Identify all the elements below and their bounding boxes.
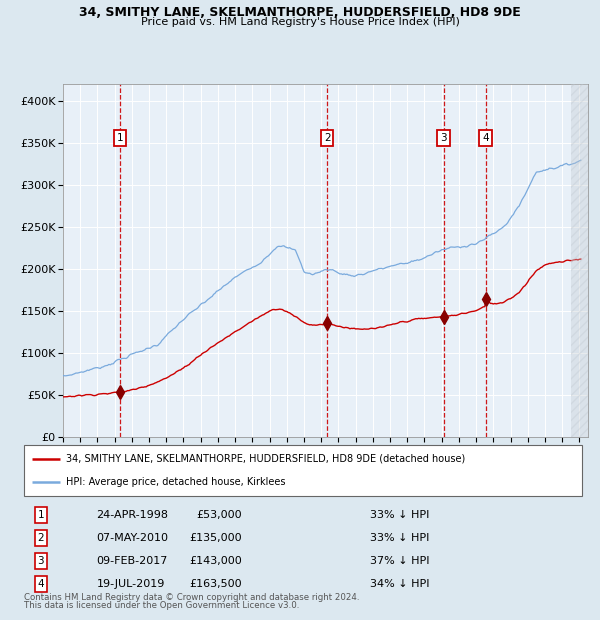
FancyBboxPatch shape <box>24 445 582 496</box>
Text: 34, SMITHY LANE, SKELMANTHORPE, HUDDERSFIELD, HD8 9DE: 34, SMITHY LANE, SKELMANTHORPE, HUDDERSF… <box>79 6 521 19</box>
Text: 34% ↓ HPI: 34% ↓ HPI <box>370 579 430 589</box>
Text: 2: 2 <box>37 533 44 543</box>
Text: 19-JUL-2019: 19-JUL-2019 <box>97 579 165 589</box>
Text: £135,000: £135,000 <box>189 533 242 543</box>
Text: 1: 1 <box>37 510 44 520</box>
Text: HPI: Average price, detached house, Kirklees: HPI: Average price, detached house, Kirk… <box>66 477 286 487</box>
Text: This data is licensed under the Open Government Licence v3.0.: This data is licensed under the Open Gov… <box>24 601 299 611</box>
Text: 1: 1 <box>116 133 123 143</box>
Text: 4: 4 <box>37 579 44 589</box>
Text: £163,500: £163,500 <box>189 579 242 589</box>
Text: 3: 3 <box>37 556 44 566</box>
Text: 34, SMITHY LANE, SKELMANTHORPE, HUDDERSFIELD, HD8 9DE (detached house): 34, SMITHY LANE, SKELMANTHORPE, HUDDERSF… <box>66 454 465 464</box>
Text: £53,000: £53,000 <box>196 510 242 520</box>
Text: 2: 2 <box>324 133 331 143</box>
Text: 37% ↓ HPI: 37% ↓ HPI <box>370 556 430 566</box>
Text: 24-APR-1998: 24-APR-1998 <box>97 510 169 520</box>
Text: 07-MAY-2010: 07-MAY-2010 <box>97 533 169 543</box>
Text: £143,000: £143,000 <box>189 556 242 566</box>
Text: 33% ↓ HPI: 33% ↓ HPI <box>370 510 430 520</box>
Text: 33% ↓ HPI: 33% ↓ HPI <box>370 533 430 543</box>
Text: 09-FEB-2017: 09-FEB-2017 <box>97 556 168 566</box>
Text: 4: 4 <box>482 133 489 143</box>
Text: Price paid vs. HM Land Registry's House Price Index (HPI): Price paid vs. HM Land Registry's House … <box>140 17 460 27</box>
Text: 3: 3 <box>440 133 447 143</box>
Text: Contains HM Land Registry data © Crown copyright and database right 2024.: Contains HM Land Registry data © Crown c… <box>24 593 359 602</box>
Bar <box>571 84 588 437</box>
